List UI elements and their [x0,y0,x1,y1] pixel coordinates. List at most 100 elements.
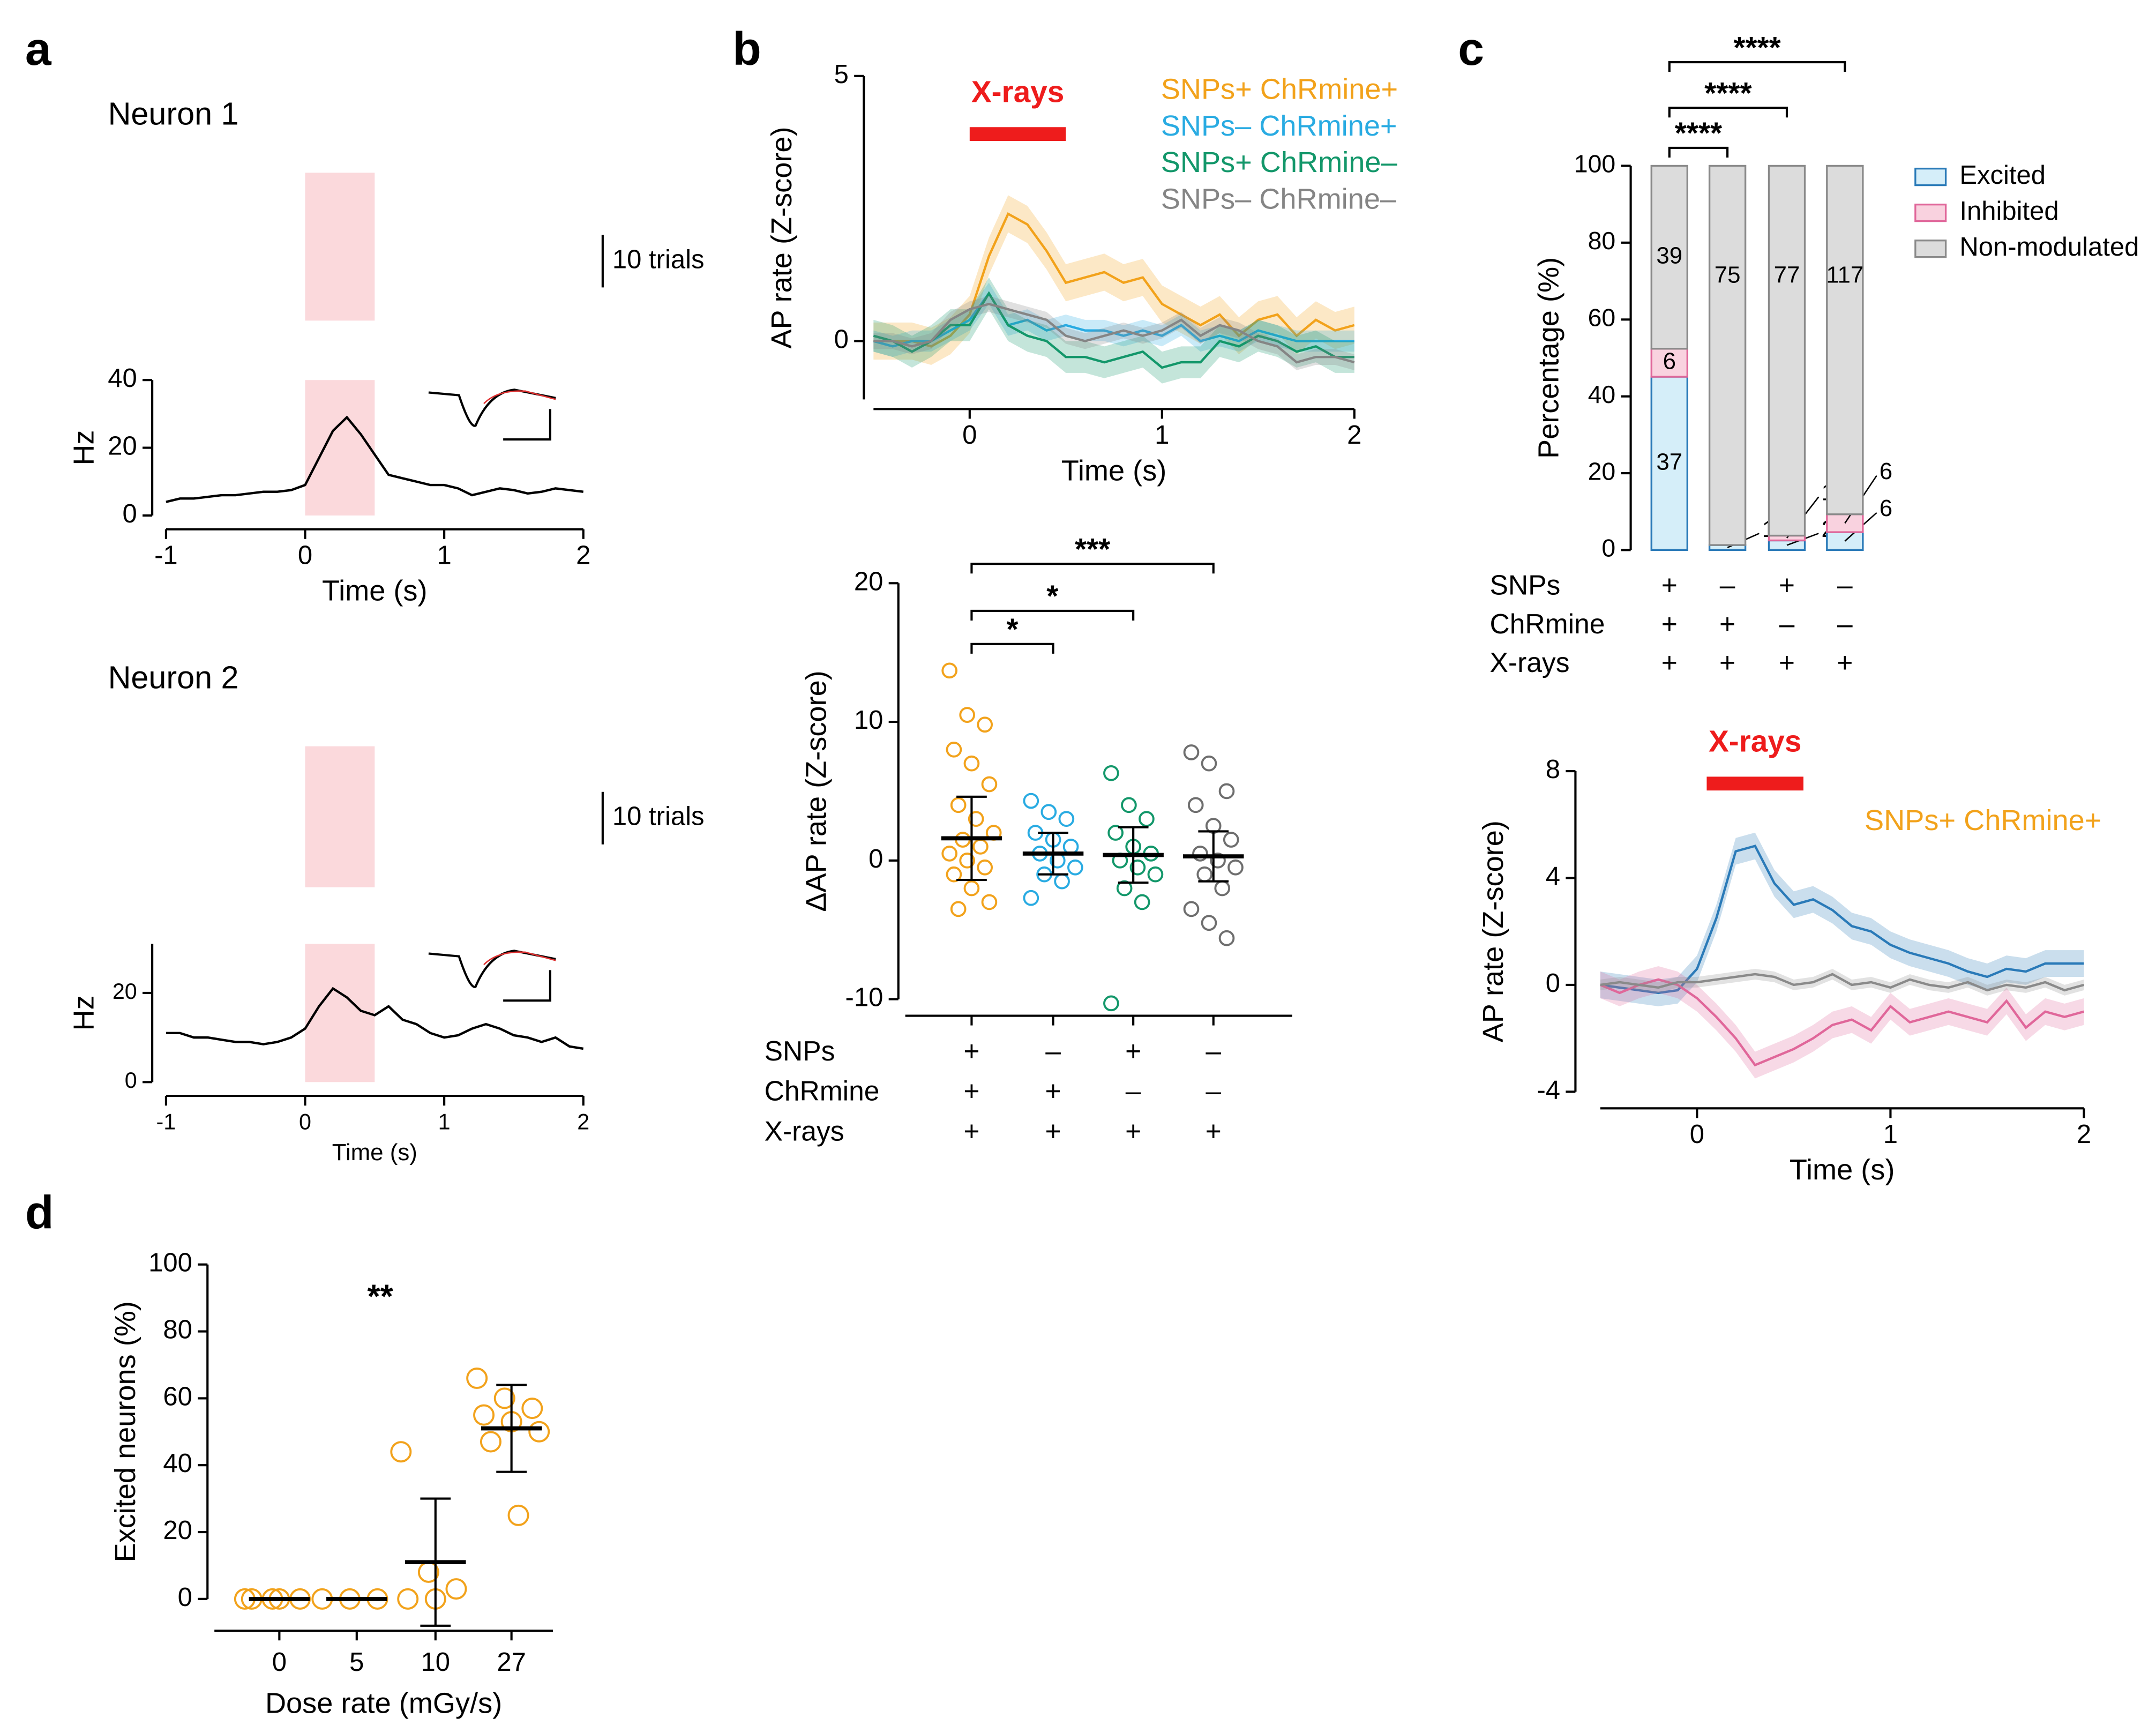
panel-letter: c [1458,23,1484,75]
legend-label: Non-modulated [1959,233,2139,262]
significance-label: *** [1075,533,1111,566]
data-point [1183,901,1200,917]
x-tick-label: 1 [1883,1120,1898,1149]
data-point [1116,880,1133,897]
data-point [959,707,975,723]
y-tick-label: 20 [113,979,137,1004]
y-tick-label: 0 [1546,969,1560,998]
x-tick-label: 0 [272,1648,287,1677]
data-point [963,880,980,897]
data-point [1062,839,1079,855]
y-tick-label: 40 [1588,380,1616,408]
y-axis-label: ΔAP rate (Z-score) [800,670,832,912]
x-ray-bar [1706,776,1803,791]
data-point [1201,755,1217,772]
y-tick-label: 5 [834,60,849,89]
y-tick-label: -4 [1537,1075,1560,1104]
data-point [1129,859,1146,876]
legend-swatch [1914,204,1947,222]
data-point [1214,880,1231,897]
bar-segment [1826,165,1864,516]
data-point [1210,852,1226,869]
count-label: 6 [1663,348,1676,374]
y-tick-label: 100 [1574,150,1615,178]
data-point [1058,811,1075,827]
significance-bracket [1668,107,1788,118]
condition-label: X-rays [1490,647,1570,678]
trace [1600,978,2085,1067]
y-tick-label: 80 [1588,227,1616,255]
x-tick-label: 0 [1690,1120,1704,1149]
condition-mark: – [1720,570,1735,601]
trace [166,415,584,503]
condition-mark: + [1661,608,1678,639]
legend-entry: SNPs+ ChRmine– [1161,146,1398,178]
data-point [390,1441,412,1463]
waveform-inset [428,389,556,427]
x-tick-label: 0 [299,1110,311,1134]
condition-mark: – [1837,608,1853,639]
x-tick-label: 5 [349,1648,364,1677]
y-tick-label: 20 [163,1516,192,1545]
data-point [968,811,984,827]
x-tick-label: 2 [576,541,590,570]
x-tick-label: -1 [156,1110,176,1134]
y-tick-label: 20 [854,567,884,596]
data-point [1183,744,1200,760]
sem-band [873,195,1354,365]
y-tick-label: 0 [1601,534,1615,562]
scale-bar-label: 10 trials [612,245,705,274]
panel-letter: b [732,23,761,75]
condition-mark: – [1206,1035,1221,1066]
panel-letter: d [25,1186,54,1239]
condition-mark: + [1719,608,1735,639]
y-axis-label: AP rate (Z-score) [1477,820,1509,1042]
y-tick-label: 80 [163,1315,192,1344]
data-point [1040,804,1057,820]
trace [873,212,1355,348]
x-ray-label: X-rays [971,75,1064,109]
x-axis-label: Time (s) [332,1139,417,1166]
neuron-title: Neuron 2 [108,660,239,696]
condition-mark: + [1661,647,1678,678]
sem-band [873,277,1354,384]
data-point [1196,866,1213,883]
y-tick-label: 20 [1588,457,1616,485]
condition-mark: + [1125,1035,1141,1066]
waveform-fit [483,390,556,404]
data-point [1067,859,1083,876]
legend-swatch [1914,240,1947,258]
raster-stimulus-window [305,746,375,887]
y-tick-label: 40 [163,1449,192,1478]
y-tick-label: 4 [1546,862,1560,891]
condition-label: ChRmine [765,1075,880,1107]
y-tick-label: 60 [163,1382,192,1411]
count-label: 77 [1774,262,1800,288]
condition-mark: – [1779,608,1795,639]
condition-mark: – [1126,1075,1141,1107]
count-label: 117 [1826,262,1863,288]
bar-segment [1708,165,1747,546]
data-point [1121,797,1137,813]
y-tick-label: 0 [122,499,137,528]
x-tick-label: 2 [1347,421,1361,450]
condition-label: X-rays [765,1115,844,1146]
significance-bracket [970,643,1054,654]
condition-mark: – [1206,1075,1221,1107]
count-label: 6 [1880,458,1892,484]
significance-bracket [1668,146,1729,158]
x-tick-label: 1 [437,541,451,570]
condition-mark: + [963,1035,979,1066]
y-tick-label: 20 [108,432,137,461]
trace [873,302,1355,364]
data-point [1023,890,1039,906]
significance-label: **** [1675,117,1723,151]
condition-mark: + [963,1115,979,1146]
data-point [977,859,993,876]
bar-segment [1650,348,1688,378]
x-tick-label: -1 [154,541,178,570]
y-tick-label: 100 [148,1249,192,1278]
significance-label: **** [1704,77,1752,110]
